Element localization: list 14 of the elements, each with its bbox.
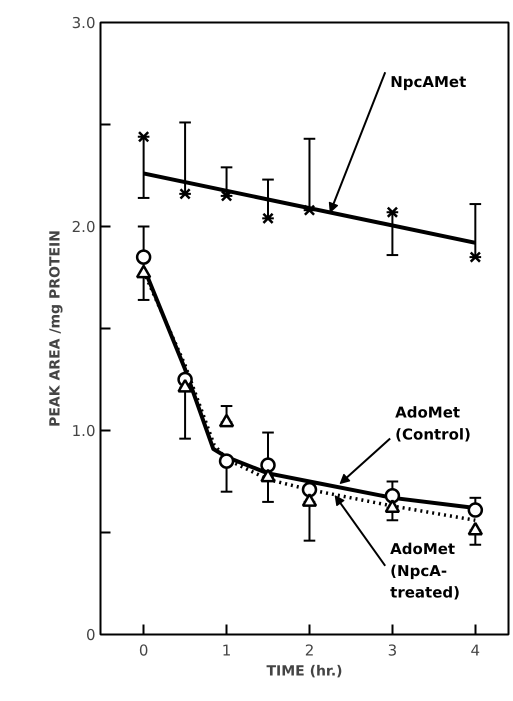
y-tick-label: 3.0 bbox=[72, 14, 96, 32]
y-tick-label: 0 bbox=[86, 626, 96, 644]
annotation: AdoMet (NpcA-treated) bbox=[390, 540, 460, 602]
x-axis-title: TIME (hr.) bbox=[266, 664, 343, 680]
x-tick-label: 3 bbox=[388, 642, 398, 660]
y-tick-label: 1.0 bbox=[72, 422, 96, 440]
x-tick-label: 1 bbox=[222, 642, 232, 660]
y-axis-title: PEAK AREA /mg PROTEIN bbox=[48, 230, 64, 427]
x-tick-label: 2 bbox=[304, 642, 314, 660]
x-tick-label: 4 bbox=[470, 642, 480, 660]
annotation: NpcAMet bbox=[390, 73, 466, 92]
annotation: AdoMet (Control) bbox=[395, 404, 471, 444]
y-tick-label: 2.0 bbox=[72, 218, 96, 236]
x-tick-label: 0 bbox=[138, 642, 148, 660]
